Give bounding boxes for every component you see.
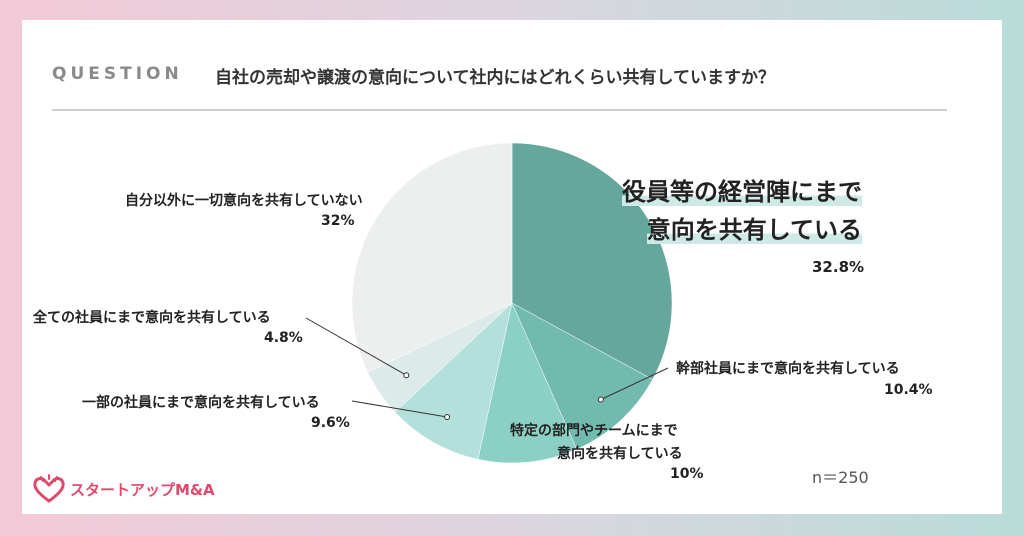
slice-5-value: 4.8% xyxy=(264,330,303,346)
question-text: 自社の売却や譲渡の意向について社内にはどれくらい共有していますか？ xyxy=(215,68,775,88)
slice-2-value: 10.4% xyxy=(884,382,933,398)
heart-hands-icon xyxy=(33,474,65,503)
leader-dot-2 xyxy=(597,396,604,403)
slice-4-label: 一部の社員にまで意向を共有している xyxy=(82,395,320,411)
slice-4-value: 9.6% xyxy=(311,415,350,431)
pie-slice-3 xyxy=(477,302,578,464)
pie-slice-6 xyxy=(351,142,513,373)
leader-line-4 xyxy=(351,400,448,418)
leader-dot-4 xyxy=(444,414,451,421)
leader-line-5 xyxy=(305,317,407,376)
slice-6-label: 自分以外に一切意向を共有していない xyxy=(125,193,363,209)
leader-line-2 xyxy=(600,367,669,400)
slice-1-label: 役員等の経営陣にまで 意向を共有している xyxy=(600,173,862,249)
pie-slice-2 xyxy=(511,302,653,450)
slice-1-label-line1: 役員等の経営陣にまで xyxy=(622,178,862,206)
brand-logo: スタートアップM&A xyxy=(32,474,215,504)
slice-1-value: 32.8% xyxy=(812,258,865,276)
question-label: QUESTION xyxy=(52,64,183,84)
pie-slice-4 xyxy=(394,302,513,460)
brand-logo-text: スタートアップM&A xyxy=(70,480,215,499)
slice-2-label: 幹部社員にまで意向を共有している xyxy=(676,361,900,377)
divider xyxy=(52,109,947,111)
slice-6-value: 32% xyxy=(321,213,355,229)
slice-3-value: 10% xyxy=(670,466,704,482)
slice-5-label: 全ての社員にまで意向を共有している xyxy=(33,310,271,326)
slice-3-label-line1: 特定の部門やチームにまで xyxy=(510,423,678,439)
leader-dot-5 xyxy=(403,372,410,379)
slice-1-label-line2: 意向を共有している xyxy=(646,216,862,244)
sample-size-note: n＝250 xyxy=(812,468,869,487)
slice-3-label-line2: 意向を共有している xyxy=(557,446,683,462)
